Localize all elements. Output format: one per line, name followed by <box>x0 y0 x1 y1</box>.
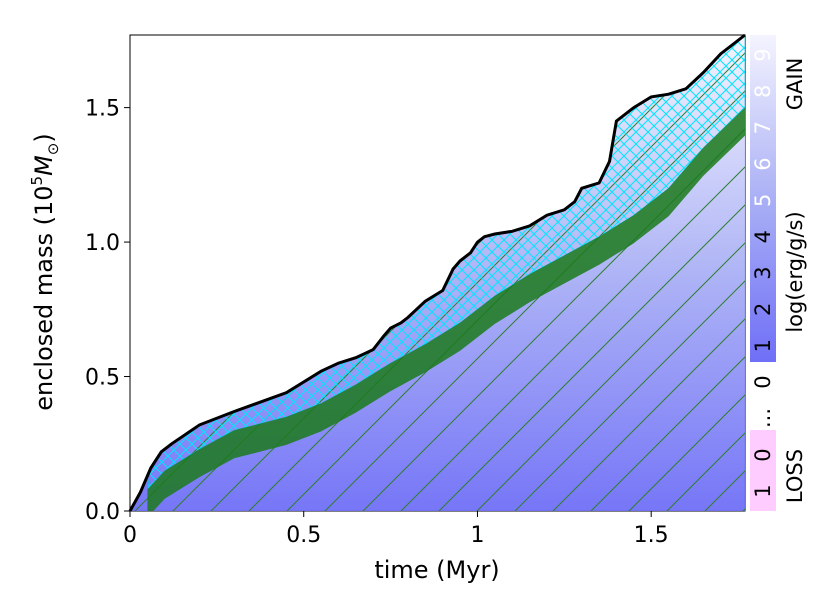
colorbar-gain-tick: 2 <box>751 303 775 316</box>
colorbar-gain-tick: 7 <box>751 121 775 134</box>
colorbar: 0 1 2 3 4 5 6 7 8 9... 0 1 GAIN log(erg/g/s) LOSS <box>750 35 807 511</box>
colorbar-loss-segment <box>750 430 776 511</box>
y-axis-ticks: 0.0 0.5 1.0 1.5 <box>85 97 130 525</box>
colorbar-gain-tick: 6 <box>751 157 775 170</box>
colorbar-ellipsis: ... <box>751 408 775 428</box>
x-axis-ticks: 0 0.5 1 1.5 <box>123 511 669 548</box>
colorbar-gap-segment <box>750 362 776 430</box>
colorbar-loss-label: LOSS <box>783 449 807 503</box>
y-tick-label: 0.5 <box>85 366 120 391</box>
colorbar-loss-tick: 0 <box>751 448 775 461</box>
y-tick-label: 1.0 <box>85 231 120 256</box>
convective-shell-region <box>147 107 745 511</box>
colorbar-gain-tick: 4 <box>751 230 775 243</box>
colorbar-loss-tick: 1 <box>751 484 775 497</box>
colorbar-gain-tick: 1 <box>751 339 775 352</box>
colorbar-gain-tick: 5 <box>751 194 775 207</box>
y-tick-label: 1.5 <box>85 97 120 122</box>
colorbar-gain-tick: 8 <box>751 85 775 98</box>
colorbar-gain-segment <box>750 35 776 362</box>
colorbar-units-label: log(erg/g/s) <box>783 211 807 332</box>
x-tick-label: 1.5 <box>634 523 669 548</box>
x-tick-label: 0.5 <box>286 523 321 548</box>
colorbar-gain-tick: 3 <box>751 266 775 279</box>
x-tick-label: 1 <box>470 523 484 548</box>
y-axis-label: enclosed mass (105M⊙) <box>28 133 62 411</box>
total-mass-line <box>128 33 746 512</box>
colorbar-gain-label: GAIN <box>783 58 807 111</box>
x-axis-label: time (Myr) <box>374 556 499 584</box>
radiative-zone-hatch <box>130 35 745 511</box>
colorbar-gain-tick: 9 <box>751 48 775 61</box>
y-tick-label: 0.0 <box>85 500 120 525</box>
colorbar-gain-tick: 0 <box>751 375 775 388</box>
svg-text:enclosed mass (105M⊙): enclosed mass (105M⊙) <box>28 133 62 411</box>
x-tick-label: 0 <box>123 523 137 548</box>
